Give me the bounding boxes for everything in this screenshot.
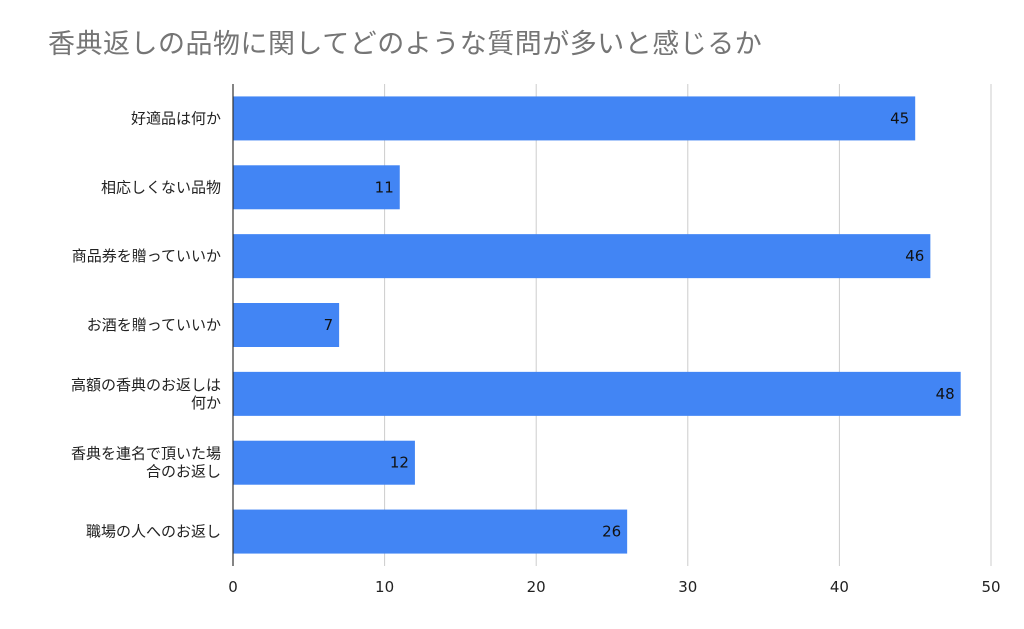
category-label: 何か	[191, 394, 221, 412]
category-label: 高額の香典のお返しは	[71, 376, 221, 394]
x-tick-label: 20	[527, 578, 546, 596]
data-label: 48	[936, 385, 955, 403]
category-label: お酒を贈っていいか	[87, 316, 221, 334]
category-label: 好適品は何か	[131, 109, 221, 127]
category-label: 香典を連名で頂いた場	[71, 445, 221, 463]
x-tick-label: 0	[228, 578, 238, 596]
data-label: 12	[390, 454, 409, 472]
labels: 0 10 20 30 40 50 45 好適品は何か 11 相応しくない品物 46 商品券を贈っていい…	[71, 109, 1001, 596]
bars	[233, 96, 961, 554]
bar	[233, 165, 400, 210]
chart-title: 香典返しの品物に関してどのような質問が多いと感じるか	[48, 29, 763, 60]
data-label: 26	[602, 523, 621, 541]
x-tick-label: 50	[981, 578, 1000, 596]
gridlines	[384, 84, 992, 566]
x-tick-label: 10	[375, 578, 394, 596]
bar	[233, 509, 628, 554]
category-label: 合のお返し	[146, 463, 221, 481]
bar	[233, 371, 961, 416]
data-label: 46	[905, 247, 924, 265]
bar	[233, 440, 415, 485]
category-label: 相応しくない品物	[101, 178, 221, 196]
data-label: 7	[324, 316, 334, 334]
data-label: 45	[890, 109, 909, 127]
category-label: 職場の人へのお返し	[86, 523, 221, 541]
category-label: 商品券を贈っていいか	[72, 247, 221, 265]
x-tick-label: 30	[678, 578, 697, 596]
bar	[233, 234, 931, 279]
bar	[233, 96, 916, 141]
data-label: 11	[375, 178, 394, 196]
bar	[233, 303, 340, 347]
x-tick-label: 40	[830, 578, 849, 596]
